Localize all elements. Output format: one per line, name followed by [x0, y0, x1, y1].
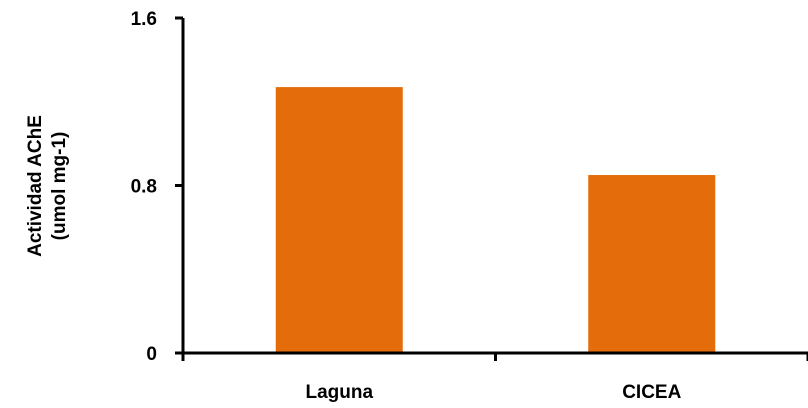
y-axis-title-line-2: (umol mg-1) [49, 132, 70, 241]
y-tick-label: 0.8 [131, 177, 157, 198]
y-ticks-group: 0 0.8 1.6 [131, 9, 183, 365]
y-tick-label: 1.6 [131, 9, 157, 30]
y-axis-title-line-1: Actividad AChE [25, 115, 46, 257]
y-axis-title: Actividad AChE (umol mg-1) [25, 115, 70, 257]
x-tick-label: Laguna [305, 382, 373, 403]
bars-group [275, 87, 716, 353]
bar-laguna [275, 87, 403, 353]
y-tick-label: 0 [146, 344, 157, 365]
bar-cicea [588, 175, 716, 353]
x-ticks-group: Laguna CICEA [181, 353, 808, 403]
x-tick-label: CICEA [622, 382, 681, 403]
